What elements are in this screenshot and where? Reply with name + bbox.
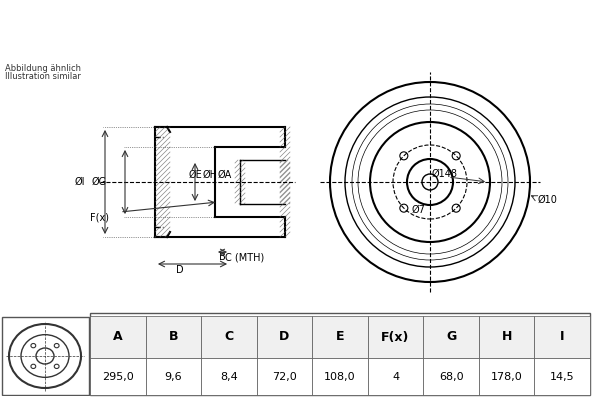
Text: ØI: ØI <box>74 177 85 187</box>
Text: 8,4: 8,4 <box>220 372 238 382</box>
Text: Ø148: Ø148 <box>432 169 458 179</box>
Text: Ate: Ate <box>18 12 59 34</box>
Text: C (MTH): C (MTH) <box>226 252 265 262</box>
Text: Abbildung ähnlich: Abbildung ähnlich <box>5 64 81 73</box>
Text: C: C <box>224 330 233 344</box>
Bar <box>90 358 146 395</box>
Bar <box>535 316 590 358</box>
Text: B: B <box>169 330 178 344</box>
Bar <box>257 358 312 395</box>
Bar <box>424 358 479 395</box>
Text: 14,5: 14,5 <box>550 372 575 382</box>
Text: Ø10: Ø10 <box>538 195 558 205</box>
Text: E: E <box>336 330 344 344</box>
Text: 108,0: 108,0 <box>324 372 356 382</box>
Text: 72,0: 72,0 <box>272 372 297 382</box>
Bar <box>146 358 201 395</box>
Bar <box>424 316 479 358</box>
Bar <box>90 313 590 395</box>
Bar <box>146 316 201 358</box>
Text: ØG: ØG <box>92 177 107 187</box>
Text: 24.0110-0216.1: 24.0110-0216.1 <box>130 16 326 36</box>
Bar <box>312 316 368 358</box>
Text: 9,6: 9,6 <box>164 372 182 382</box>
Bar <box>368 358 424 395</box>
Bar <box>257 316 312 358</box>
Text: D: D <box>280 330 290 344</box>
Text: 68,0: 68,0 <box>439 372 463 382</box>
Text: 178,0: 178,0 <box>491 372 523 382</box>
Bar <box>90 316 146 358</box>
Text: A: A <box>113 330 122 344</box>
Text: 295,0: 295,0 <box>102 372 134 382</box>
Text: G: G <box>446 330 456 344</box>
Bar <box>535 358 590 395</box>
Text: 4: 4 <box>392 372 399 382</box>
Text: ØH: ØH <box>203 170 218 180</box>
Text: Illustration similar: Illustration similar <box>5 72 81 81</box>
Bar <box>312 358 368 395</box>
Text: B: B <box>218 252 226 262</box>
Bar <box>479 358 535 395</box>
Bar <box>201 358 257 395</box>
Text: Ø7: Ø7 <box>411 205 425 215</box>
Text: ØA: ØA <box>218 170 232 180</box>
Bar <box>479 316 535 358</box>
Text: ØE: ØE <box>188 170 202 180</box>
Text: H: H <box>502 330 512 344</box>
Bar <box>201 316 257 358</box>
Text: I: I <box>560 330 565 344</box>
Text: D: D <box>176 265 184 275</box>
Text: F(x): F(x) <box>382 330 410 344</box>
Text: F(x): F(x) <box>90 212 109 222</box>
Bar <box>368 316 424 358</box>
Text: 410216: 410216 <box>386 16 478 36</box>
